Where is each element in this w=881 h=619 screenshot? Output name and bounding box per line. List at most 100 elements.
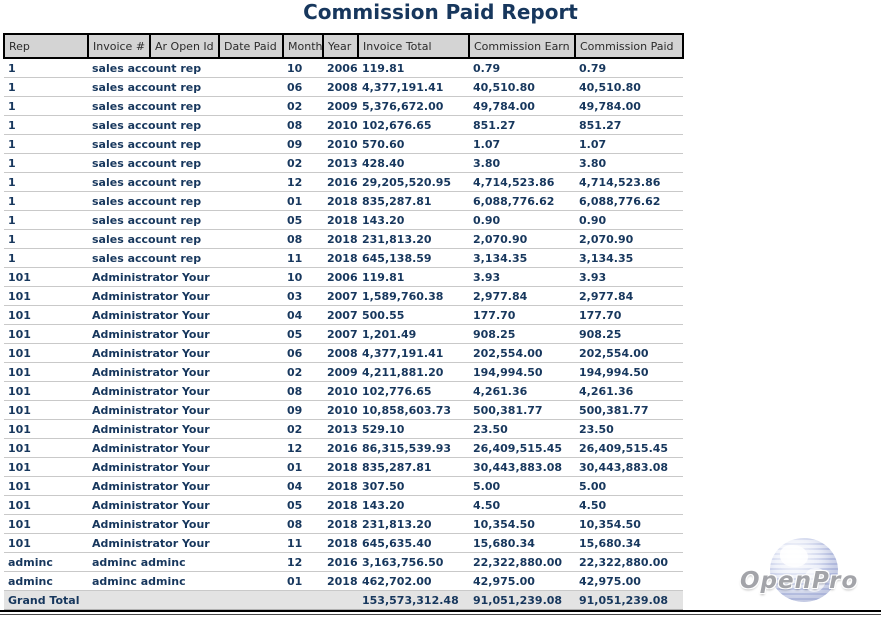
- cell-month: 05: [283, 324, 323, 344]
- cell-date-paid: [219, 191, 283, 211]
- cell-date-paid: [219, 381, 283, 401]
- cell-rep: adminc: [4, 571, 88, 591]
- cell-commission-earn: 10,354.50: [469, 514, 575, 534]
- table-row: 101 Administrator Your 12 2016 86,315,53…: [4, 438, 683, 458]
- cell-commission-earn: 2,977.84: [469, 286, 575, 306]
- cell-month: 08: [283, 115, 323, 135]
- cell-month: 05: [283, 495, 323, 515]
- cell-invoice: sales account rep: [88, 191, 201, 211]
- cell-date-paid: [219, 362, 283, 382]
- cell-date-paid: [219, 115, 283, 135]
- cell-commission-paid: 6,088,776.62: [575, 191, 683, 211]
- cell-commission-paid: 23.50: [575, 419, 683, 439]
- cell-year: 2010: [323, 115, 358, 135]
- cell-ar-open-id: [150, 229, 219, 249]
- cell-commission-earn: 22,322,880.00: [469, 552, 575, 572]
- cell-year: 2018: [323, 476, 358, 496]
- cell-month: 02: [283, 96, 323, 116]
- cell-invoice: sales account rep: [88, 77, 201, 97]
- table-row: 101 Administrator Your 05 2018 143.20 4.…: [4, 495, 683, 515]
- cell-year: 2016: [323, 438, 358, 458]
- cell-date-paid: [219, 324, 283, 344]
- cell-invoice-total: 86,315,539.93: [358, 438, 469, 458]
- cell-year: 2018: [323, 571, 358, 591]
- cell-invoice: Administrator Your: [88, 419, 210, 439]
- cell-year: 2007: [323, 286, 358, 306]
- cell-invoice: sales account rep: [88, 58, 201, 78]
- cell-commission-earn: 6,088,776.62: [469, 191, 575, 211]
- openpro-logo: OpenPro: [738, 536, 881, 606]
- cell-month: 08: [283, 229, 323, 249]
- cell-rep: 101: [4, 324, 88, 344]
- cell-invoice: sales account rep: [88, 210, 201, 230]
- cell-year: 2006: [323, 58, 358, 78]
- cell-commission-earn: 194,994.50: [469, 362, 575, 382]
- cell-date-paid: [219, 571, 283, 591]
- cell-invoice-total: 119.81: [358, 267, 469, 287]
- cell-commission-earn: 4,261.36: [469, 381, 575, 401]
- table-row: 101 Administrator Your 11 2018 645,635.4…: [4, 533, 683, 553]
- cell-year: 2018: [323, 229, 358, 249]
- cell-invoice: Administrator Your: [88, 533, 210, 553]
- cell-commission-paid: 5.00: [575, 476, 683, 496]
- cell-rep: 101: [4, 476, 88, 496]
- cell-year: 2016: [323, 552, 358, 572]
- cell-date-paid: [219, 229, 283, 249]
- cell-rep: 1: [4, 96, 88, 116]
- cell-commission-earn: 15,680.34: [469, 533, 575, 553]
- cell-invoice: Administrator Your: [88, 495, 210, 515]
- cell-commission-paid: 3,134.35: [575, 248, 683, 268]
- cell-rep: 1: [4, 172, 88, 192]
- cell-rep: 1: [4, 153, 88, 173]
- table-row: 101 Administrator Your 10 2006 119.81 3.…: [4, 267, 683, 287]
- cell-year: 2018: [323, 514, 358, 534]
- cell-ar-open-id: [150, 172, 219, 192]
- grand-total-section: Grand Total 153,573,312.48 91,051,239.08…: [4, 590, 683, 610]
- cell-date-paid: [219, 286, 283, 306]
- cell-invoice: Administrator Your: [88, 343, 210, 363]
- cell-invoice-total: 102,676.65: [358, 115, 469, 135]
- cell-ar-open-id: [150, 286, 219, 306]
- cell-commission-earn: 26,409,515.45: [469, 438, 575, 458]
- cell-invoice: Administrator Your: [88, 400, 210, 420]
- cell-date-paid: [219, 514, 283, 534]
- table-row: 101 Administrator Your 02 2013 529.10 23…: [4, 419, 683, 439]
- cell-commission-earn: 40,510.80: [469, 77, 575, 97]
- table-row: 1 sales account rep 08 2010 102,676.65 8…: [4, 115, 683, 135]
- cell-ar-open-id: [150, 58, 219, 78]
- table-row: 1 sales account rep 06 2008 4,377,191.41…: [4, 77, 683, 97]
- cell-invoice: Administrator Your: [88, 457, 210, 477]
- cell-month: 11: [283, 533, 323, 553]
- table-row: 101 Administrator Your 04 2007 500.55 17…: [4, 305, 683, 325]
- table-row: adminc adminc adminc 12 2016 3,163,756.5…: [4, 552, 683, 572]
- cell-invoice-total: 1,589,760.38: [358, 286, 469, 306]
- cell-invoice-total: 119.81: [358, 58, 469, 78]
- table-row: 1 sales account rep 01 2018 835,287.81 6…: [4, 191, 683, 211]
- cell-invoice: Administrator Your: [88, 267, 210, 287]
- cell-month: 06: [283, 77, 323, 97]
- cell-date-paid: [219, 153, 283, 173]
- cell-invoice-total: 307.50: [358, 476, 469, 496]
- cell-year: 2018: [323, 533, 358, 553]
- cell-rep: 1: [4, 58, 88, 78]
- globe-icon: [770, 538, 838, 602]
- cell-ar-open-id: [150, 115, 219, 135]
- cell-ar-open-id: [150, 191, 219, 211]
- cell-year: 2018: [323, 248, 358, 268]
- cell-month: 09: [283, 134, 323, 154]
- cell-invoice-total: 29,205,520.95: [358, 172, 469, 192]
- table-row: 1 sales account rep 02 2013 428.40 3.80 …: [4, 153, 683, 173]
- cell-commission-paid: 0.90: [575, 210, 683, 230]
- cell-invoice: Administrator Your: [88, 514, 210, 534]
- cell-commission-paid: 500,381.77: [575, 400, 683, 420]
- cell-rep: 101: [4, 533, 88, 553]
- cell-month: 10: [283, 267, 323, 287]
- cell-date-paid: [219, 134, 283, 154]
- cell-invoice-total: 529.10: [358, 419, 469, 439]
- cell-date-paid: [219, 552, 283, 572]
- table-row: 101 Administrator Your 03 2007 1,589,760…: [4, 286, 683, 306]
- cell-month: 02: [283, 362, 323, 382]
- cell-ar-open-id: [150, 419, 219, 439]
- cell-commission-paid: 202,554.00: [575, 343, 683, 363]
- cell-date-paid: [219, 476, 283, 496]
